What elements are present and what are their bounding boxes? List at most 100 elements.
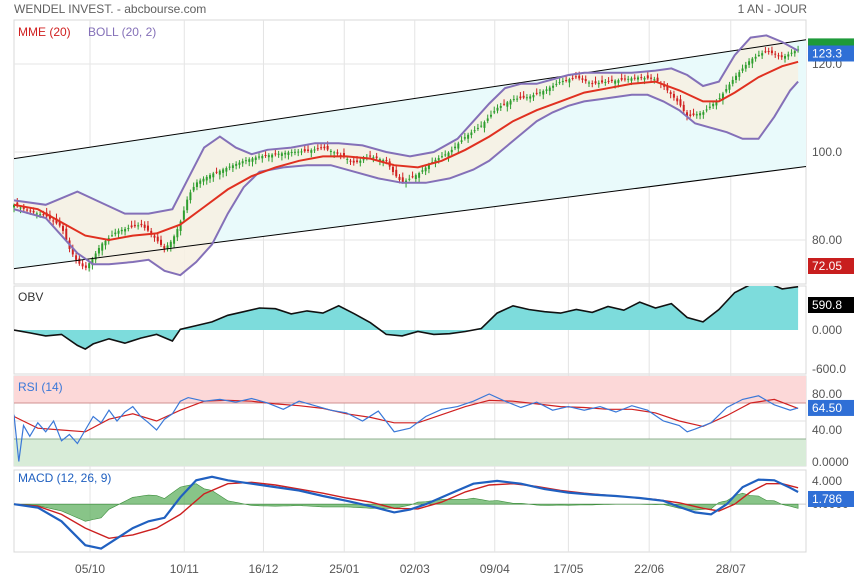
- price-candle: [725, 89, 728, 92]
- price-candle: [382, 159, 385, 162]
- price-candle: [574, 76, 577, 78]
- price-candle: [587, 82, 590, 84]
- price-candle: [506, 102, 509, 107]
- price-candle: [653, 79, 656, 81]
- price-candle: [395, 169, 398, 177]
- period-label[interactable]: 1 AN - JOUR: [737, 2, 807, 16]
- price-candle: [770, 50, 773, 54]
- price-candle: [512, 99, 515, 101]
- price-candle: [104, 240, 107, 246]
- price-candle: [267, 155, 270, 158]
- price-candle: [594, 81, 597, 84]
- price-candle: [169, 241, 172, 248]
- price-candle: [225, 168, 228, 172]
- price-candle: [421, 170, 424, 172]
- price-candle: [349, 160, 352, 162]
- price-candle: [310, 150, 313, 153]
- x-tick-label: 02/03: [400, 562, 430, 576]
- price-candle: [137, 225, 140, 227]
- price-candle: [261, 156, 264, 159]
- x-tick-label: 22/06: [634, 562, 664, 576]
- price-candle: [84, 265, 87, 268]
- price-candle: [597, 82, 600, 85]
- price-candle: [699, 113, 702, 116]
- price-candle: [215, 171, 218, 173]
- price-candle: [359, 160, 362, 163]
- price-candle: [316, 148, 319, 150]
- price-candle: [231, 165, 234, 169]
- price-candle: [708, 106, 711, 108]
- price-candle: [774, 53, 777, 55]
- bollinger-fill: [14, 35, 799, 276]
- price-candle: [52, 220, 55, 222]
- price-candle: [623, 78, 626, 80]
- price-candle: [378, 159, 381, 161]
- price-candle: [552, 85, 555, 88]
- price-candle: [493, 111, 496, 113]
- price-candle: [336, 152, 339, 154]
- price-candle: [111, 235, 114, 237]
- price-candle: [467, 134, 470, 139]
- price-candle: [499, 105, 502, 108]
- price-candle: [712, 103, 715, 107]
- price-candle: [440, 156, 443, 158]
- macd-histogram: [13, 483, 799, 522]
- price-candle: [228, 166, 231, 168]
- price-candle: [581, 78, 584, 80]
- price-candle: [320, 147, 323, 149]
- price-candle: [790, 52, 793, 54]
- price-candle: [75, 255, 78, 260]
- price-candle: [565, 80, 568, 82]
- price-candle: [744, 64, 747, 69]
- price-candle: [476, 127, 479, 129]
- price-candle: [120, 229, 123, 232]
- price-candle: [375, 156, 378, 159]
- price-candle: [666, 86, 669, 91]
- price-candle: [156, 236, 159, 242]
- macd-last-badge: 1.786: [812, 492, 842, 506]
- price-candle: [401, 177, 404, 183]
- price-candle: [682, 104, 685, 112]
- bollinger-lower-line: [14, 80, 799, 277]
- price-candle: [519, 96, 522, 99]
- price-candle: [535, 92, 538, 94]
- price-candle: [39, 214, 42, 216]
- price-candle: [640, 77, 643, 79]
- price-candle: [26, 209, 29, 211]
- price-candle: [202, 178, 205, 182]
- price-candle: [329, 150, 332, 152]
- price-candle: [646, 75, 649, 79]
- price-candle: [529, 96, 532, 99]
- price-candle: [480, 125, 483, 127]
- price-candle: [787, 54, 790, 57]
- price-candle: [496, 107, 499, 111]
- rsi-last-badge: 64.50: [812, 401, 842, 415]
- hidden-price-badge: [808, 38, 854, 49]
- rsi-signal-line: [14, 398, 799, 433]
- y-tick-label: 40.00: [812, 423, 842, 437]
- price-candle: [199, 180, 202, 184]
- price-candle: [342, 153, 345, 158]
- chart-title: WENDEL INVEST. - abcbourse.com: [14, 2, 207, 16]
- panel-macd: [13, 469, 807, 553]
- price-candle: [767, 51, 770, 53]
- price-candle: [538, 92, 541, 94]
- price-candle: [525, 97, 528, 99]
- price-candle: [284, 152, 287, 155]
- price-candle: [679, 99, 682, 106]
- price-candle: [127, 228, 130, 230]
- price-candle: [424, 167, 427, 172]
- price-candle: [352, 160, 355, 163]
- y-tick-label: 0.0000: [812, 455, 849, 469]
- price-candle: [97, 248, 100, 254]
- price-candle: [195, 182, 198, 188]
- price-candle: [323, 146, 326, 149]
- price-candle: [65, 228, 68, 240]
- price-candle: [274, 153, 277, 155]
- price-candle: [460, 140, 463, 142]
- price-candle: [205, 176, 208, 181]
- y-tick-label: 0.000: [812, 323, 842, 337]
- price-candle: [189, 192, 192, 201]
- y-tick-label: 80.00: [812, 233, 842, 247]
- price-candle: [290, 151, 293, 154]
